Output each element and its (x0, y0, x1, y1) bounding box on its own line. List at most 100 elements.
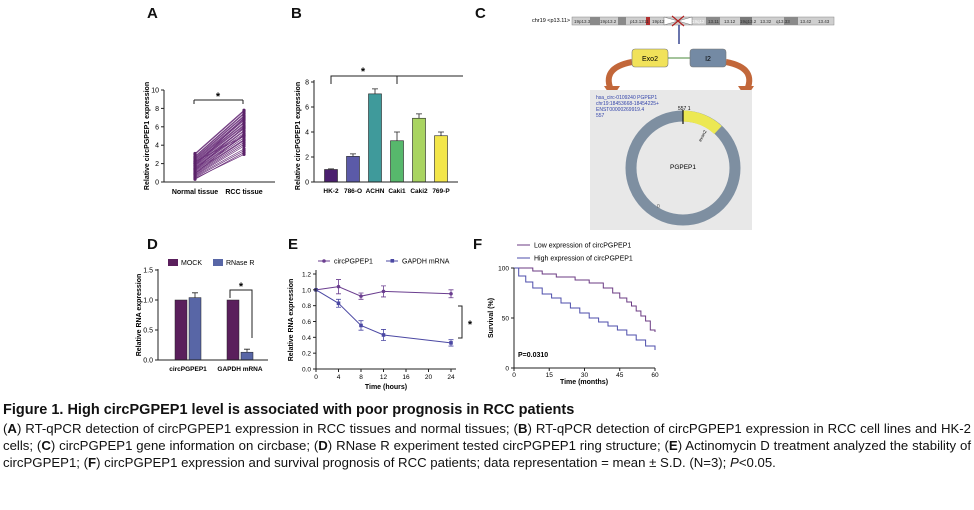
tick-label: 4 (155, 143, 159, 150)
pair-line (194, 109, 245, 154)
data-point (381, 289, 386, 294)
chromosome-ideogram (571, 16, 835, 26)
error-bar (328, 168, 334, 170)
panel-e-x-label: Time (hours) (365, 384, 407, 391)
tick-label: 2 (155, 161, 159, 168)
tick-label: 50 (502, 316, 510, 323)
error-bar (394, 131, 400, 141)
tick-label: 100 (498, 266, 509, 273)
panel-d-y-ticks: 0.0 0.5 1.0 1.5 (143, 268, 158, 365)
panel-d-bars: circPGPEP1 GAPDH mRNA (169, 292, 263, 373)
panel-e-legend: circPGPEP1 GAPDH mRNA (318, 259, 450, 266)
pair-line (194, 135, 245, 163)
caption-part: ) RT-qPCR detection of circPGPEP1 expres… (16, 421, 518, 436)
caption-p-tail: <0.05. (738, 455, 776, 470)
exon-label-exo2: Exo2 (642, 56, 658, 63)
caption-part: ) Actinomycin D treatment analyzed the s… (3, 438, 972, 470)
tick-label: 8 (155, 106, 159, 113)
caption-part: ) circPGPEP1 expression and survival pro… (96, 455, 731, 470)
panel-letter-f: F (473, 236, 483, 253)
chromosome-band-labels: 19p13.3 19p13.2 p13.13 11 19p12 19q12 13… (574, 19, 830, 24)
caption-part: ) RNase R experiment tested circPGPEP1 r… (327, 438, 669, 453)
caption-ref: C (41, 438, 51, 453)
data-point (449, 341, 453, 345)
panel-letter-d: D (147, 236, 158, 253)
exon-label-i2: I2 (705, 56, 711, 63)
band-label: 13.43 (818, 19, 830, 24)
tick-label: 8 (305, 80, 309, 87)
rcc-point (242, 108, 246, 112)
error-bar (372, 88, 378, 94)
rcc-point (242, 147, 246, 151)
band-label: 19p13.2 (600, 19, 617, 24)
bar (226, 299, 240, 361)
bar (346, 156, 360, 183)
survival-curve (514, 267, 656, 332)
panel-a-y-ticks: 0 2 4 6 8 10 (151, 88, 164, 187)
panel-b-y-ticks: 0 2 4 6 8 (305, 80, 314, 187)
error-bar (350, 153, 356, 157)
tick-label: 1.2 (302, 272, 311, 279)
centromere-marker (671, 15, 685, 27)
caption-title: Figure 1. High circPGPEP1 level is assoc… (3, 402, 575, 418)
tick-label: 30 (581, 372, 589, 379)
rcc-point (242, 125, 246, 129)
normal-point (193, 168, 197, 172)
survival-curve (514, 267, 656, 350)
panel-b-bars: HK-2 786-O ACHN Caki1 Caki2 769-P (323, 88, 450, 195)
x-tick-label: GAPDH mRNA (217, 366, 262, 373)
normal-point (193, 163, 197, 168)
data-point (336, 301, 341, 306)
pair-line (194, 112, 245, 157)
x-tick-label: 786-O (344, 188, 362, 195)
junction-label: 557 1 (678, 106, 691, 112)
band-label: 19p12 (652, 19, 665, 24)
caption-text: (A) RT-qPCR detection of circPGPEP1 expr… (3, 421, 972, 470)
caption-ref: B (517, 421, 528, 436)
caption-part: ) circPGPEP1 gene information on circbas… (50, 438, 319, 453)
panel-b-y-label: Relative circPGPEP1 expression (295, 82, 302, 190)
figure-caption: Figure 1. High circPGPEP1 level is assoc… (3, 402, 971, 471)
tick-label: 0 (512, 372, 516, 379)
legend-swatch-mock (168, 259, 178, 266)
caption-ref: A (7, 421, 17, 436)
tick-label: 6 (305, 105, 309, 112)
pair-line (194, 116, 245, 160)
tick-label: 0.6 (302, 319, 311, 326)
panel-f-legend: Low expression of circPGPEP1 High expres… (517, 243, 633, 263)
panel-e-y-label: Relative RNA expression (288, 279, 295, 362)
error-bar (244, 348, 250, 353)
tick-label: 15 (546, 372, 554, 379)
caption-p-italic: P (730, 455, 739, 470)
panel-b-sig-bracket (330, 75, 463, 84)
x-tick-label: circPGPEP1 (169, 366, 207, 373)
bar (434, 135, 448, 183)
x-tick-label: HK-2 (323, 188, 339, 195)
chromosome-band (706, 17, 720, 25)
info-line: hsa_circ-0109240 PGPEP1 (596, 95, 657, 101)
panel-d-sig-star: * (239, 281, 244, 293)
legend-label-mock: MOCK (181, 260, 202, 267)
tick-label: 0 (314, 374, 318, 381)
band-label: 19q12 (692, 19, 705, 24)
legend-label-circ: circPGPEP1 (334, 259, 373, 266)
tick-label: 8 (359, 374, 363, 381)
pair-line (194, 137, 245, 172)
info-line: ENST00000269919.4 (596, 107, 644, 113)
chromosome-band (740, 17, 752, 25)
panel-a-sig-star: * (216, 91, 221, 103)
panel-letter-b: B (291, 5, 302, 22)
legend-label-gapdh: GAPDH mRNA (402, 259, 450, 266)
legend-marker (322, 259, 326, 263)
data-point (359, 294, 363, 298)
panel-a-x-tick-normal: Normal tissue (172, 189, 218, 196)
pair-line (194, 122, 245, 164)
legend-swatch-rnase (213, 259, 223, 266)
legend-marker (390, 259, 395, 263)
pair-line (194, 128, 245, 167)
panel-c-chrom-label: chr19 <p13.11> (532, 18, 570, 24)
tick-label: 12 (380, 374, 388, 381)
panel-e-sig-star: * (468, 319, 473, 331)
tick-label: 1.0 (143, 298, 153, 305)
band-label: 13.11 (708, 19, 719, 24)
